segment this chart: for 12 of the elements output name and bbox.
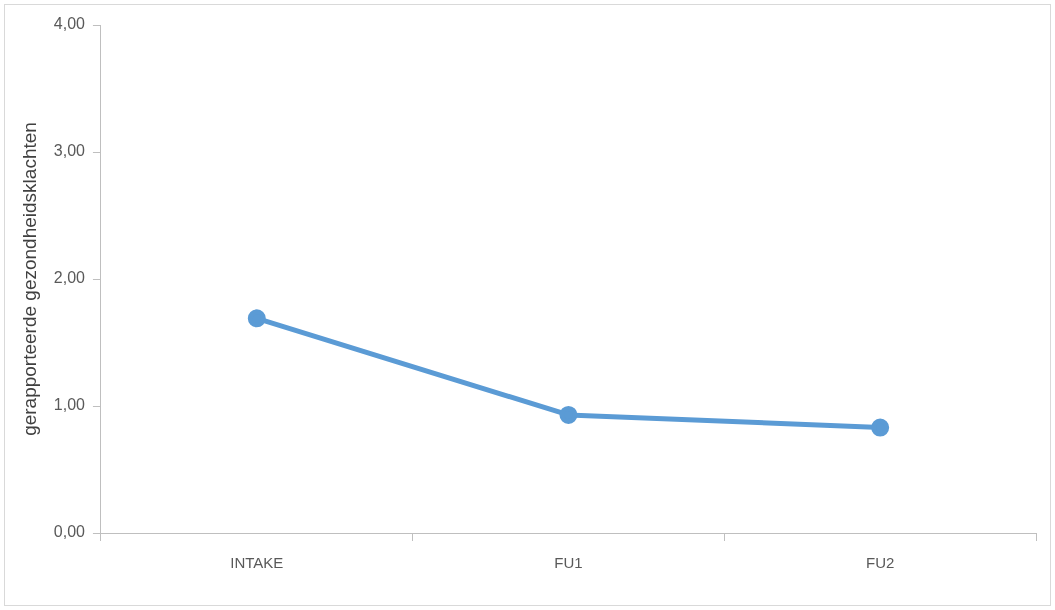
x-tick-label: FU2: [865, 554, 895, 572]
point: [247, 309, 266, 328]
y-tick-label: 1,00: [53, 396, 86, 414]
y-axis-title: gerapporteerde gezondheidsklachten: [18, 122, 40, 436]
y-tick-label: 2,00: [53, 269, 86, 287]
x-tick-label: INTAKE: [230, 554, 284, 572]
y-tick-label: 0,00: [53, 523, 86, 541]
y-tick-label: 4,00: [53, 15, 86, 33]
y-tick-label: 3,00: [53, 142, 86, 160]
x-tick-label: FU1: [554, 554, 583, 572]
point: [559, 405, 578, 424]
point: [871, 418, 890, 437]
